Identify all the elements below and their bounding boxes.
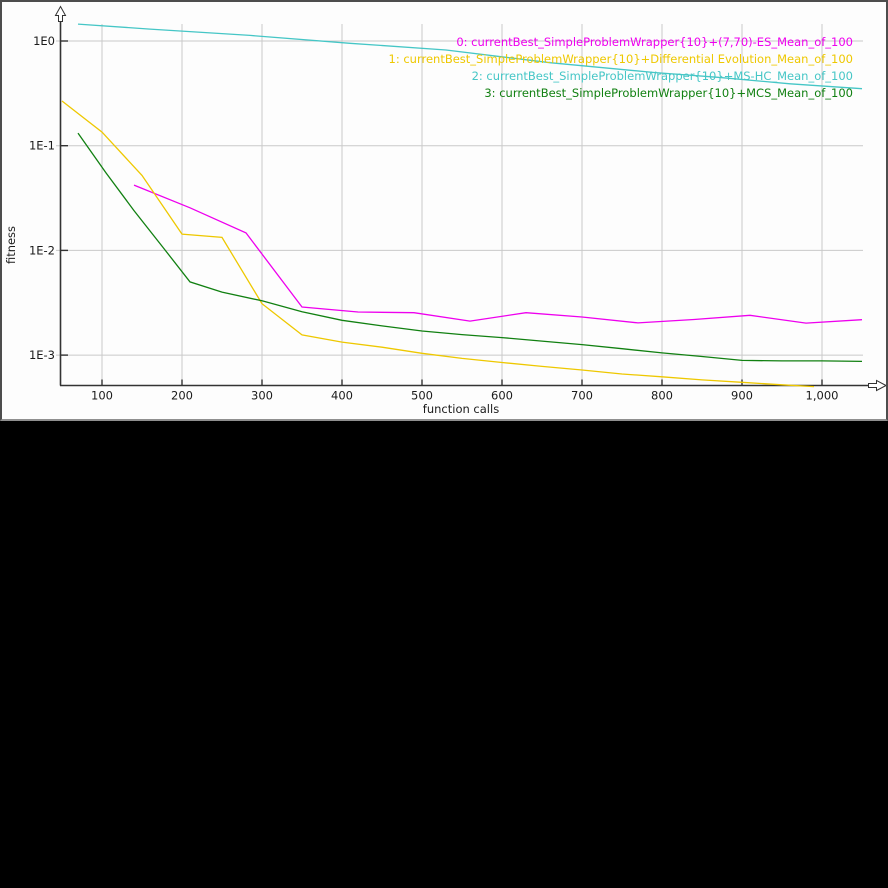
x-tick-label: 100 — [91, 389, 113, 403]
x-tick-label: 700 — [571, 389, 593, 403]
legend: 0: currentBest_SimpleProblemWrapper{10}+… — [389, 34, 854, 102]
x-tick-label: 200 — [171, 389, 193, 403]
x-tick-label: 900 — [731, 389, 753, 403]
series-line-2-ms-hc — [77, 23, 863, 90]
x-tick-label: 800 — [651, 389, 673, 403]
y-tick-label: 1E0 — [33, 34, 55, 48]
x-tick-label: 600 — [491, 389, 513, 403]
legend-item-2: 2: currentBest_SimpleProblemWrapper{10}+… — [471, 69, 853, 83]
x-axis-label: function calls — [422, 402, 500, 416]
x-tick-label: 500 — [411, 389, 433, 403]
legend-item-3: 3: currentBest_SimpleProblemWrapper{10}+… — [484, 86, 853, 100]
chart-panel: 1E0 1E-1 1E-2 1E-3 100 200 300 400 500 600 700 800 9… — [0, 0, 888, 421]
y-tick-label: 1E-2 — [29, 243, 55, 257]
series-line-0--7-70-es — [133, 184, 863, 324]
series-line-3-mcs — [77, 132, 863, 363]
y-axis-arrow-icon — [54, 5, 67, 22]
x-tick-label: 400 — [331, 389, 353, 403]
x-axis-arrow-icon — [868, 379, 886, 392]
legend-item-0: 0: currentBest_SimpleProblemWrapper{10}+… — [456, 35, 853, 49]
x-tick-label: 1,000 — [806, 389, 839, 403]
series-line-1-differential-evolution — [61, 100, 815, 388]
y-tick-label: 1E-3 — [29, 348, 55, 362]
y-axis-label: fitness — [4, 225, 18, 265]
y-tick-label: 1E-1 — [29, 139, 55, 153]
x-tick-label: 300 — [251, 389, 273, 403]
plot-canvas[interactable]: 1E0 1E-1 1E-2 1E-3 100 200 300 400 500 600 700 800 9… — [2, 2, 886, 419]
legend-item-1: 1: currentBest_SimpleProblemWrapper{10}+… — [388, 52, 854, 66]
